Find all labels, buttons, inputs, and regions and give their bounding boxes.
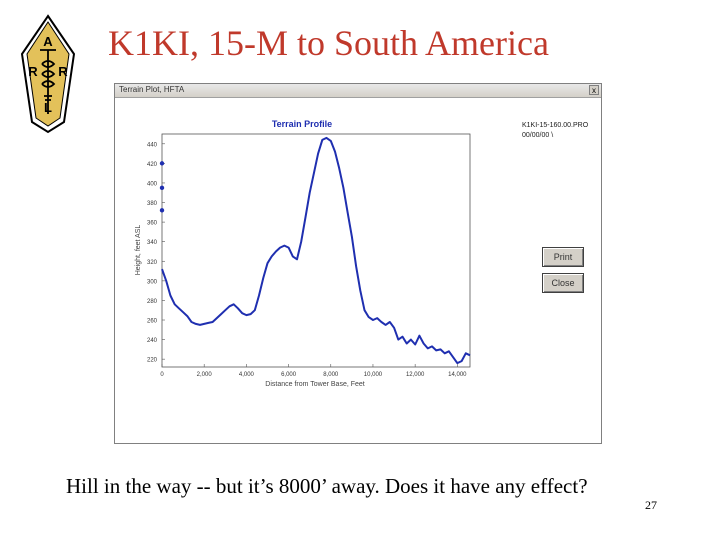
plot-panel [116, 98, 526, 441]
page-number: 27 [645, 498, 657, 512]
print-button[interactable]: Print [542, 247, 584, 267]
slide-title: K1KI, 15-M to South America [108, 23, 549, 63]
arrl-logo: A R R L [20, 14, 76, 134]
close-button[interactable]: Close [542, 273, 584, 293]
window-title: Terrain Plot, HFTA [119, 85, 185, 94]
profile-file-name: K1KI-15-160.00.PRO [522, 122, 589, 129]
logo-letter-a: A [43, 34, 53, 49]
logo-letter-r2: R [58, 64, 68, 79]
logo-letter-r1: R [28, 64, 38, 79]
window-titlebar[interactable]: Terrain Plot, HFTA x [115, 84, 601, 98]
window-close-icon[interactable]: x [589, 85, 599, 95]
slide-caption: Hill in the way -- but it’s 8000’ away. … [66, 474, 588, 498]
profile-file-date: 00/00/00 \ [522, 132, 554, 139]
side-panel [526, 98, 601, 443]
